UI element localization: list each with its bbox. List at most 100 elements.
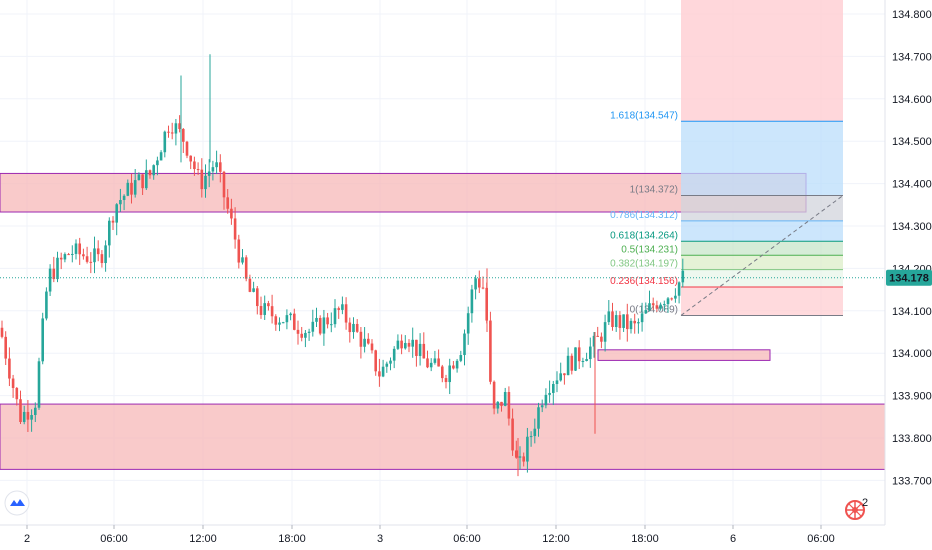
candle-body xyxy=(82,254,85,257)
fib-band xyxy=(681,121,843,196)
candle-body xyxy=(244,257,248,279)
candle-body xyxy=(270,306,274,317)
candle-body xyxy=(637,322,640,324)
candle-body xyxy=(352,323,355,333)
candle-body xyxy=(85,256,89,262)
fib-level-label: 0(134.089) xyxy=(630,304,678,315)
candle-body xyxy=(182,128,185,142)
candle-body xyxy=(400,340,403,349)
price-tick-label: 133.900 xyxy=(892,391,932,403)
candle-body xyxy=(152,165,155,176)
candle-body xyxy=(681,270,685,283)
candle-body xyxy=(489,320,492,382)
current-price-badge: 134.178 xyxy=(886,269,932,286)
candle-body xyxy=(89,261,93,263)
candle-body xyxy=(367,338,370,344)
price-tick-label: 134.000 xyxy=(892,348,932,360)
candle-body xyxy=(311,321,315,332)
time-tick-label: 12:00 xyxy=(542,533,570,545)
candle-body xyxy=(389,360,392,364)
fib-level-label: 0.5(134.231) xyxy=(621,244,678,255)
candle-body xyxy=(492,381,496,409)
candle-body xyxy=(281,322,285,324)
candle-body xyxy=(185,141,189,156)
candle-body xyxy=(359,331,363,347)
candle-body xyxy=(133,180,137,195)
time-tick-label: 06:00 xyxy=(807,533,835,545)
candle-body xyxy=(644,310,648,314)
candle-body xyxy=(304,332,307,338)
candle-body xyxy=(348,322,352,333)
candle-body xyxy=(211,167,215,172)
candle-body xyxy=(170,132,174,134)
zone-rectangle[interactable] xyxy=(0,403,886,470)
candle-body xyxy=(418,343,422,356)
candle-body xyxy=(378,371,381,377)
time-tick-label: 3 xyxy=(377,533,383,545)
candle-body xyxy=(429,362,433,368)
fib-trend-line xyxy=(680,195,844,316)
candle-body xyxy=(607,311,611,323)
tradingview-logo-icon[interactable] xyxy=(4,490,30,516)
candle-body xyxy=(363,338,366,347)
candle-body xyxy=(344,304,348,323)
candle-body xyxy=(618,315,622,328)
candle-body xyxy=(167,131,170,133)
candle-body xyxy=(41,318,44,362)
fib-band xyxy=(681,269,843,288)
ideas-count: 2 xyxy=(862,497,868,509)
candle-body xyxy=(415,339,418,356)
ideas-wheel-icon[interactable]: 2 xyxy=(845,497,868,520)
candle-body xyxy=(293,313,296,330)
price-tick-label: 134.400 xyxy=(892,179,932,191)
candle-body xyxy=(448,365,451,383)
candle-body xyxy=(655,305,659,309)
candle-body xyxy=(196,169,200,171)
candle-body xyxy=(193,161,196,170)
candle-body xyxy=(333,308,337,325)
time-axis[interactable]: 2 06:00 12:00 18:00 3 06:00 12:00 18:00 6 06:00 xyxy=(24,525,835,545)
candle-body xyxy=(200,169,204,190)
price-axis-bg xyxy=(885,0,932,525)
candle-body xyxy=(163,131,167,153)
candle-body xyxy=(222,171,226,198)
candle-body xyxy=(96,248,100,255)
candle-body xyxy=(108,220,111,246)
fib-band xyxy=(681,0,843,122)
candle-body xyxy=(256,288,259,307)
candle-body xyxy=(174,123,178,134)
candle-body xyxy=(626,314,629,330)
candle-body xyxy=(230,208,233,219)
candle-body xyxy=(396,340,400,349)
time-tick-label: 06:00 xyxy=(100,533,128,545)
time-tick-label: 18:00 xyxy=(278,533,306,545)
candle-body xyxy=(300,333,303,338)
candle-body xyxy=(45,291,48,319)
zone-rectangle[interactable] xyxy=(597,349,771,361)
candle-body xyxy=(237,239,241,263)
candle-body xyxy=(52,268,56,280)
candle-body xyxy=(119,200,122,205)
candle-body xyxy=(407,342,411,347)
candle-body xyxy=(659,304,662,309)
candle-body xyxy=(215,162,218,168)
candle-body xyxy=(544,394,548,406)
candle-body xyxy=(48,268,52,292)
candle-body xyxy=(526,436,529,462)
price-tick-label: 133.800 xyxy=(892,433,932,445)
supply-demand-zones xyxy=(0,172,886,470)
time-axis-bg xyxy=(0,525,932,550)
candle-body xyxy=(30,415,33,420)
candle-body xyxy=(370,343,374,351)
candle-body xyxy=(122,195,126,201)
candle-body xyxy=(93,248,96,263)
candle-body xyxy=(37,361,41,408)
candle-body xyxy=(248,278,252,292)
candle-body xyxy=(474,278,477,290)
candle-body xyxy=(444,378,448,383)
candle-body xyxy=(600,336,603,342)
candle-body xyxy=(452,365,455,369)
fib-band xyxy=(681,220,843,242)
candle-body xyxy=(307,331,311,333)
